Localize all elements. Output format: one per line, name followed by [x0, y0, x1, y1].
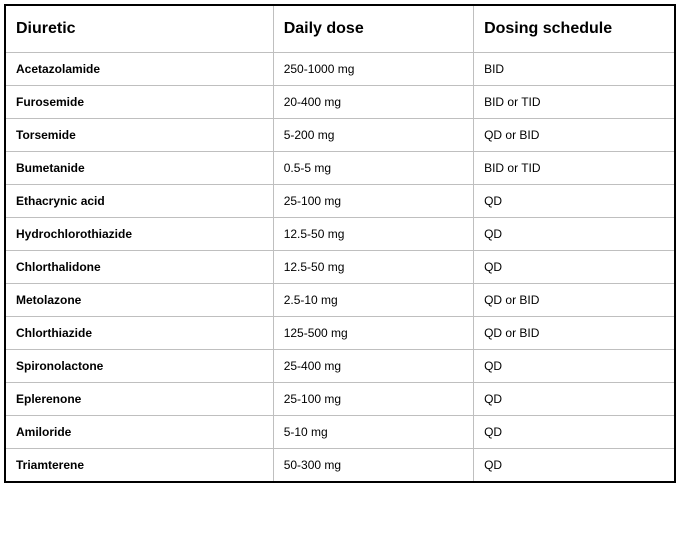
col-header-diuretic: Diuretic: [6, 6, 273, 53]
cell-diuretic: Chlorthiazide: [6, 317, 273, 350]
cell-diuretic: Bumetanide: [6, 152, 273, 185]
cell-diuretic: Torsemide: [6, 119, 273, 152]
table-row: Triamterene 50-300 mg QD: [6, 449, 674, 482]
cell-diuretic: Eplerenone: [6, 383, 273, 416]
table-row: Eplerenone 25-100 mg QD: [6, 383, 674, 416]
cell-diuretic: Hydrochlorothiazide: [6, 218, 273, 251]
cell-dose: 2.5-10 mg: [273, 284, 473, 317]
cell-schedule: QD: [474, 449, 674, 482]
cell-dose: 250-1000 mg: [273, 53, 473, 86]
cell-dose: 25-100 mg: [273, 383, 473, 416]
cell-dose: 125-500 mg: [273, 317, 473, 350]
cell-dose: 12.5-50 mg: [273, 251, 473, 284]
table-row: Metolazone 2.5-10 mg QD or BID: [6, 284, 674, 317]
cell-diuretic: Ethacrynic acid: [6, 185, 273, 218]
table-row: Torsemide 5-200 mg QD or BID: [6, 119, 674, 152]
cell-diuretic: Triamterene: [6, 449, 273, 482]
cell-dose: 20-400 mg: [273, 86, 473, 119]
cell-dose: 50-300 mg: [273, 449, 473, 482]
cell-dose: 12.5-50 mg: [273, 218, 473, 251]
cell-diuretic: Acetazolamide: [6, 53, 273, 86]
cell-schedule: BID or TID: [474, 86, 674, 119]
cell-schedule: QD or BID: [474, 284, 674, 317]
cell-schedule: QD: [474, 383, 674, 416]
cell-diuretic: Amiloride: [6, 416, 273, 449]
cell-schedule: QD: [474, 350, 674, 383]
diuretic-table-container: Diuretic Daily dose Dosing schedule Acet…: [4, 4, 676, 483]
table-row: Spironolactone 25-400 mg QD: [6, 350, 674, 383]
cell-diuretic: Metolazone: [6, 284, 273, 317]
cell-schedule: QD: [474, 218, 674, 251]
cell-dose: 5-10 mg: [273, 416, 473, 449]
table-row: Chlorthiazide 125-500 mg QD or BID: [6, 317, 674, 350]
table-header-row: Diuretic Daily dose Dosing schedule: [6, 6, 674, 53]
cell-diuretic: Furosemide: [6, 86, 273, 119]
table-row: Ethacrynic acid 25-100 mg QD: [6, 185, 674, 218]
table-row: Bumetanide 0.5-5 mg BID or TID: [6, 152, 674, 185]
cell-schedule: QD or BID: [474, 119, 674, 152]
table-row: Furosemide 20-400 mg BID or TID: [6, 86, 674, 119]
cell-schedule: BID or TID: [474, 152, 674, 185]
col-header-dose: Daily dose: [273, 6, 473, 53]
cell-dose: 25-400 mg: [273, 350, 473, 383]
table-row: Hydrochlorothiazide 12.5-50 mg QD: [6, 218, 674, 251]
cell-schedule: QD: [474, 416, 674, 449]
cell-dose: 25-100 mg: [273, 185, 473, 218]
table-row: Chlorthalidone 12.5-50 mg QD: [6, 251, 674, 284]
cell-schedule: BID: [474, 53, 674, 86]
cell-schedule: QD or BID: [474, 317, 674, 350]
cell-schedule: QD: [474, 185, 674, 218]
cell-diuretic: Spironolactone: [6, 350, 273, 383]
cell-dose: 0.5-5 mg: [273, 152, 473, 185]
cell-dose: 5-200 mg: [273, 119, 473, 152]
table-row: Acetazolamide 250-1000 mg BID: [6, 53, 674, 86]
table-row: Amiloride 5-10 mg QD: [6, 416, 674, 449]
diuretic-table: Diuretic Daily dose Dosing schedule Acet…: [6, 6, 674, 481]
table-body: Acetazolamide 250-1000 mg BID Furosemide…: [6, 53, 674, 482]
cell-diuretic: Chlorthalidone: [6, 251, 273, 284]
cell-schedule: QD: [474, 251, 674, 284]
col-header-schedule: Dosing schedule: [474, 6, 674, 53]
